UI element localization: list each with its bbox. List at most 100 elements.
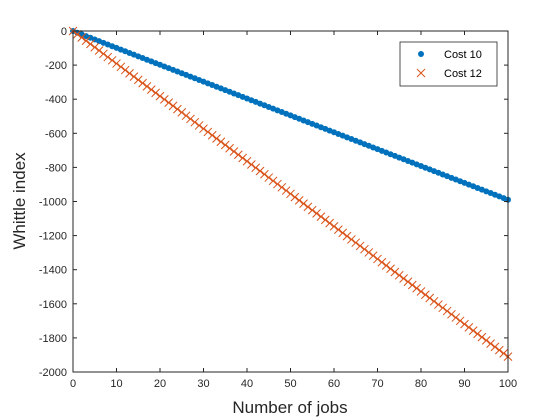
data-point [112, 59, 121, 68]
data-point [155, 91, 165, 101]
data-point [390, 267, 400, 277]
y-tick-label: -600 [45, 128, 67, 140]
data-point [442, 306, 452, 316]
data-point [347, 235, 356, 244]
data-point [494, 345, 504, 355]
data-point [159, 95, 169, 104]
data-point [273, 179, 282, 189]
y-tick-label: -2000 [39, 367, 67, 379]
x-tick-label: 20 [154, 378, 166, 390]
data-point [173, 104, 182, 114]
data-point [481, 336, 491, 345]
data-point [120, 65, 130, 75]
data-point [90, 42, 100, 52]
data-point [351, 238, 361, 248]
data-point [325, 218, 335, 228]
data-point [216, 137, 226, 147]
legend-dot-marker [418, 51, 424, 57]
x-tick-label: 30 [197, 378, 209, 390]
data-point [477, 332, 487, 342]
data-point [447, 309, 456, 319]
y-tick-label: -800 [45, 162, 67, 174]
x-tick-label: 80 [415, 378, 427, 390]
y-tick-label: -1200 [39, 231, 67, 243]
data-point [316, 212, 326, 221]
legend: Cost 10 Cost 12 [399, 41, 498, 87]
data-point [72, 29, 82, 39]
data-point [203, 127, 213, 137]
data-point [425, 293, 435, 303]
data-point [277, 182, 287, 192]
x-tick-label: 10 [110, 378, 122, 390]
data-point [303, 202, 313, 212]
data-markers [68, 26, 513, 362]
x-tick-label: 50 [284, 378, 296, 390]
data-point [451, 313, 461, 322]
y-tick-label: -1800 [39, 333, 67, 345]
data-point [394, 270, 404, 280]
data-point [329, 222, 339, 231]
data-point [342, 231, 352, 241]
data-point [264, 173, 274, 182]
series-cost-12 [68, 26, 513, 362]
data-point [290, 192, 300, 202]
data-point [299, 199, 308, 208]
x-tick-label: 90 [458, 378, 470, 390]
data-point [251, 163, 261, 173]
legend-x [416, 68, 426, 78]
data-point [490, 342, 500, 352]
data-point [103, 52, 113, 62]
data-point [186, 114, 195, 124]
data-point [464, 322, 474, 332]
data-point [486, 339, 495, 348]
legend-box [399, 41, 498, 87]
data-point [225, 143, 234, 153]
data-point [460, 319, 469, 329]
y-tick-label: -1600 [39, 299, 67, 311]
legend-dot [418, 51, 424, 57]
data-point [455, 316, 465, 326]
data-point [151, 88, 161, 98]
data-point [81, 36, 91, 46]
data-point [133, 75, 143, 85]
data-point [416, 287, 426, 296]
data-point [286, 189, 295, 199]
data-point [220, 140, 230, 150]
data-point [386, 264, 395, 274]
data-point [368, 251, 378, 261]
x-tick-label: 60 [328, 378, 340, 390]
data-point [129, 72, 139, 81]
tick-marks-and-labels: 0 10 20 30 40 50 60 70 80 90 100 0 -200 -400 -600 -800 -… [39, 26, 517, 390]
legend-label-cost-12: Cost 12 [444, 68, 482, 80]
data-point [364, 248, 374, 257]
data-point [164, 98, 174, 107]
data-point [107, 55, 117, 65]
legend-entry-cost-10: Cost 10 [418, 49, 482, 61]
x-tick-label: 0 [70, 378, 76, 390]
data-point [255, 166, 265, 176]
x-tick-label: 100 [499, 378, 517, 390]
data-point [125, 68, 134, 78]
data-point [373, 254, 382, 264]
data-point [377, 257, 387, 267]
x-axis-label: Number of jobs [232, 398, 347, 417]
data-point [307, 205, 317, 215]
data-point [94, 46, 104, 55]
data-point [499, 349, 509, 358]
data-point [233, 150, 243, 160]
data-point [268, 176, 278, 186]
data-point [238, 153, 248, 163]
data-point [360, 244, 369, 254]
data-point [242, 156, 252, 166]
data-point [399, 274, 408, 283]
legend-label-cost-10: Cost 10 [444, 49, 482, 61]
data-point [229, 147, 239, 156]
data-point [412, 283, 422, 293]
data-point [260, 169, 269, 179]
data-point [429, 296, 439, 306]
data-point [434, 300, 443, 309]
data-point [142, 82, 152, 91]
data-point [177, 108, 187, 117]
